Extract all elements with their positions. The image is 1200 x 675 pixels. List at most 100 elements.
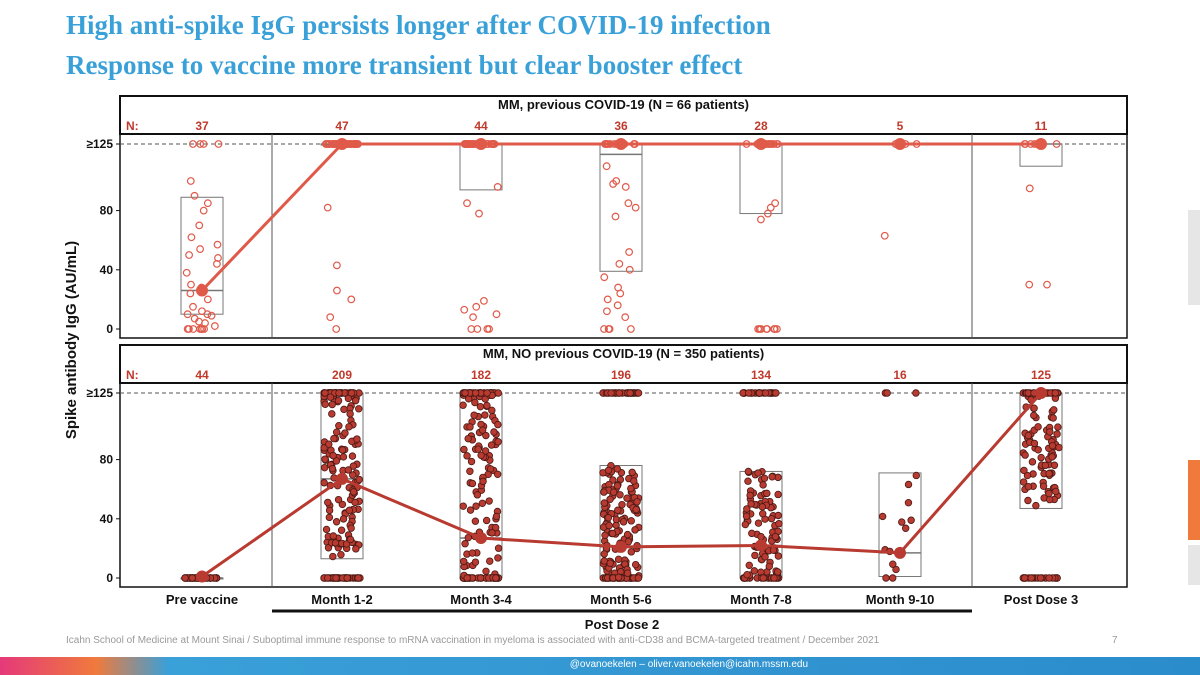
data-point [625,248,634,256]
data-point [477,451,485,460]
n-prefix-label: N: [126,368,139,382]
data-point [460,305,469,314]
data-point [337,526,346,534]
data-point [615,259,624,268]
data-point [763,489,771,498]
data-point [883,389,891,397]
data-point [348,452,357,460]
data-point [1050,406,1058,414]
data-point [473,325,482,333]
data-point [772,325,781,333]
n-count-label: 5 [897,119,904,133]
data-point [774,511,782,520]
y-tick-label: 80 [100,204,114,218]
data-point [329,451,337,460]
side-decoration [1188,545,1200,585]
data-point [1046,428,1054,436]
data-point [181,574,189,582]
data-point [485,497,493,505]
data-point [633,498,641,506]
data-point [912,389,920,397]
side-decoration [1188,460,1200,540]
data-point [912,471,920,480]
data-point [770,574,778,582]
data-point [461,389,469,397]
data-point [1024,482,1033,491]
data-point [889,574,897,582]
data-point [469,313,477,322]
n-count-label: 44 [474,119,488,133]
data-point [614,283,622,292]
data-point [187,280,195,289]
data-point [603,295,612,304]
data-point [889,560,897,568]
data-point [347,524,355,532]
data-point [603,307,611,316]
contact-text: @ovanoekelen – oliver.vanoekelen@icahn.m… [569,659,808,670]
data-point [744,477,752,485]
panel-frame [119,133,1128,339]
data-point [1049,414,1057,422]
data-point [471,558,480,566]
data-point [337,550,345,559]
data-point [335,389,343,397]
box [878,472,922,578]
n-count-label: 125 [1031,368,1051,382]
bottom-banner [0,657,1200,675]
data-point [186,289,195,298]
data-point [623,569,632,577]
data-point [775,520,783,528]
data-point [468,549,477,557]
data-point [634,389,643,397]
data-point [344,394,353,403]
data-point [882,574,890,582]
n-count-label: 196 [611,368,631,382]
data-point [1048,453,1056,461]
data-point [613,482,622,490]
data-point [475,209,483,218]
data-point [606,495,614,503]
data-point [214,140,223,148]
y-tick-label: 40 [100,512,114,526]
data-point [320,479,328,487]
box [180,196,224,315]
median-marker [196,570,208,583]
data-point [743,570,751,579]
data-point [335,422,343,430]
data-point [769,546,778,554]
data-point [1054,423,1062,431]
y-tick-label: ≥125 [86,137,113,151]
data-point [464,533,472,542]
footer-text: Icahn School of Medicine at Mount Sinai … [66,635,880,646]
data-point [618,500,626,509]
data-point [472,302,481,311]
data-point [748,529,756,538]
y-tick-label: 80 [100,453,114,467]
data-point [631,203,640,212]
data-point [1027,574,1035,582]
panel-title: MM, NO previous COVID-19 (N = 350 patien… [483,346,764,361]
data-point [463,452,471,460]
data-point [325,506,334,515]
x-category-label: Month 7-8 [730,592,791,607]
data-point [758,503,767,511]
data-point [494,554,502,562]
data-point [339,453,348,461]
data-point [482,431,490,440]
median-trend-line [200,142,1041,292]
data-point [1053,430,1061,438]
data-point [471,517,480,525]
data-point [326,313,335,322]
data-point [185,251,194,259]
data-point [334,396,343,405]
n-count-label: 37 [195,119,209,133]
slide-title-line1: High anti-spike IgG persists longer afte… [66,10,771,40]
data-point [774,568,782,576]
data-point [349,462,358,470]
data-point [1025,184,1034,193]
data-point [347,295,356,304]
data-point [478,499,487,508]
data-point [767,514,776,523]
data-point [880,231,889,240]
